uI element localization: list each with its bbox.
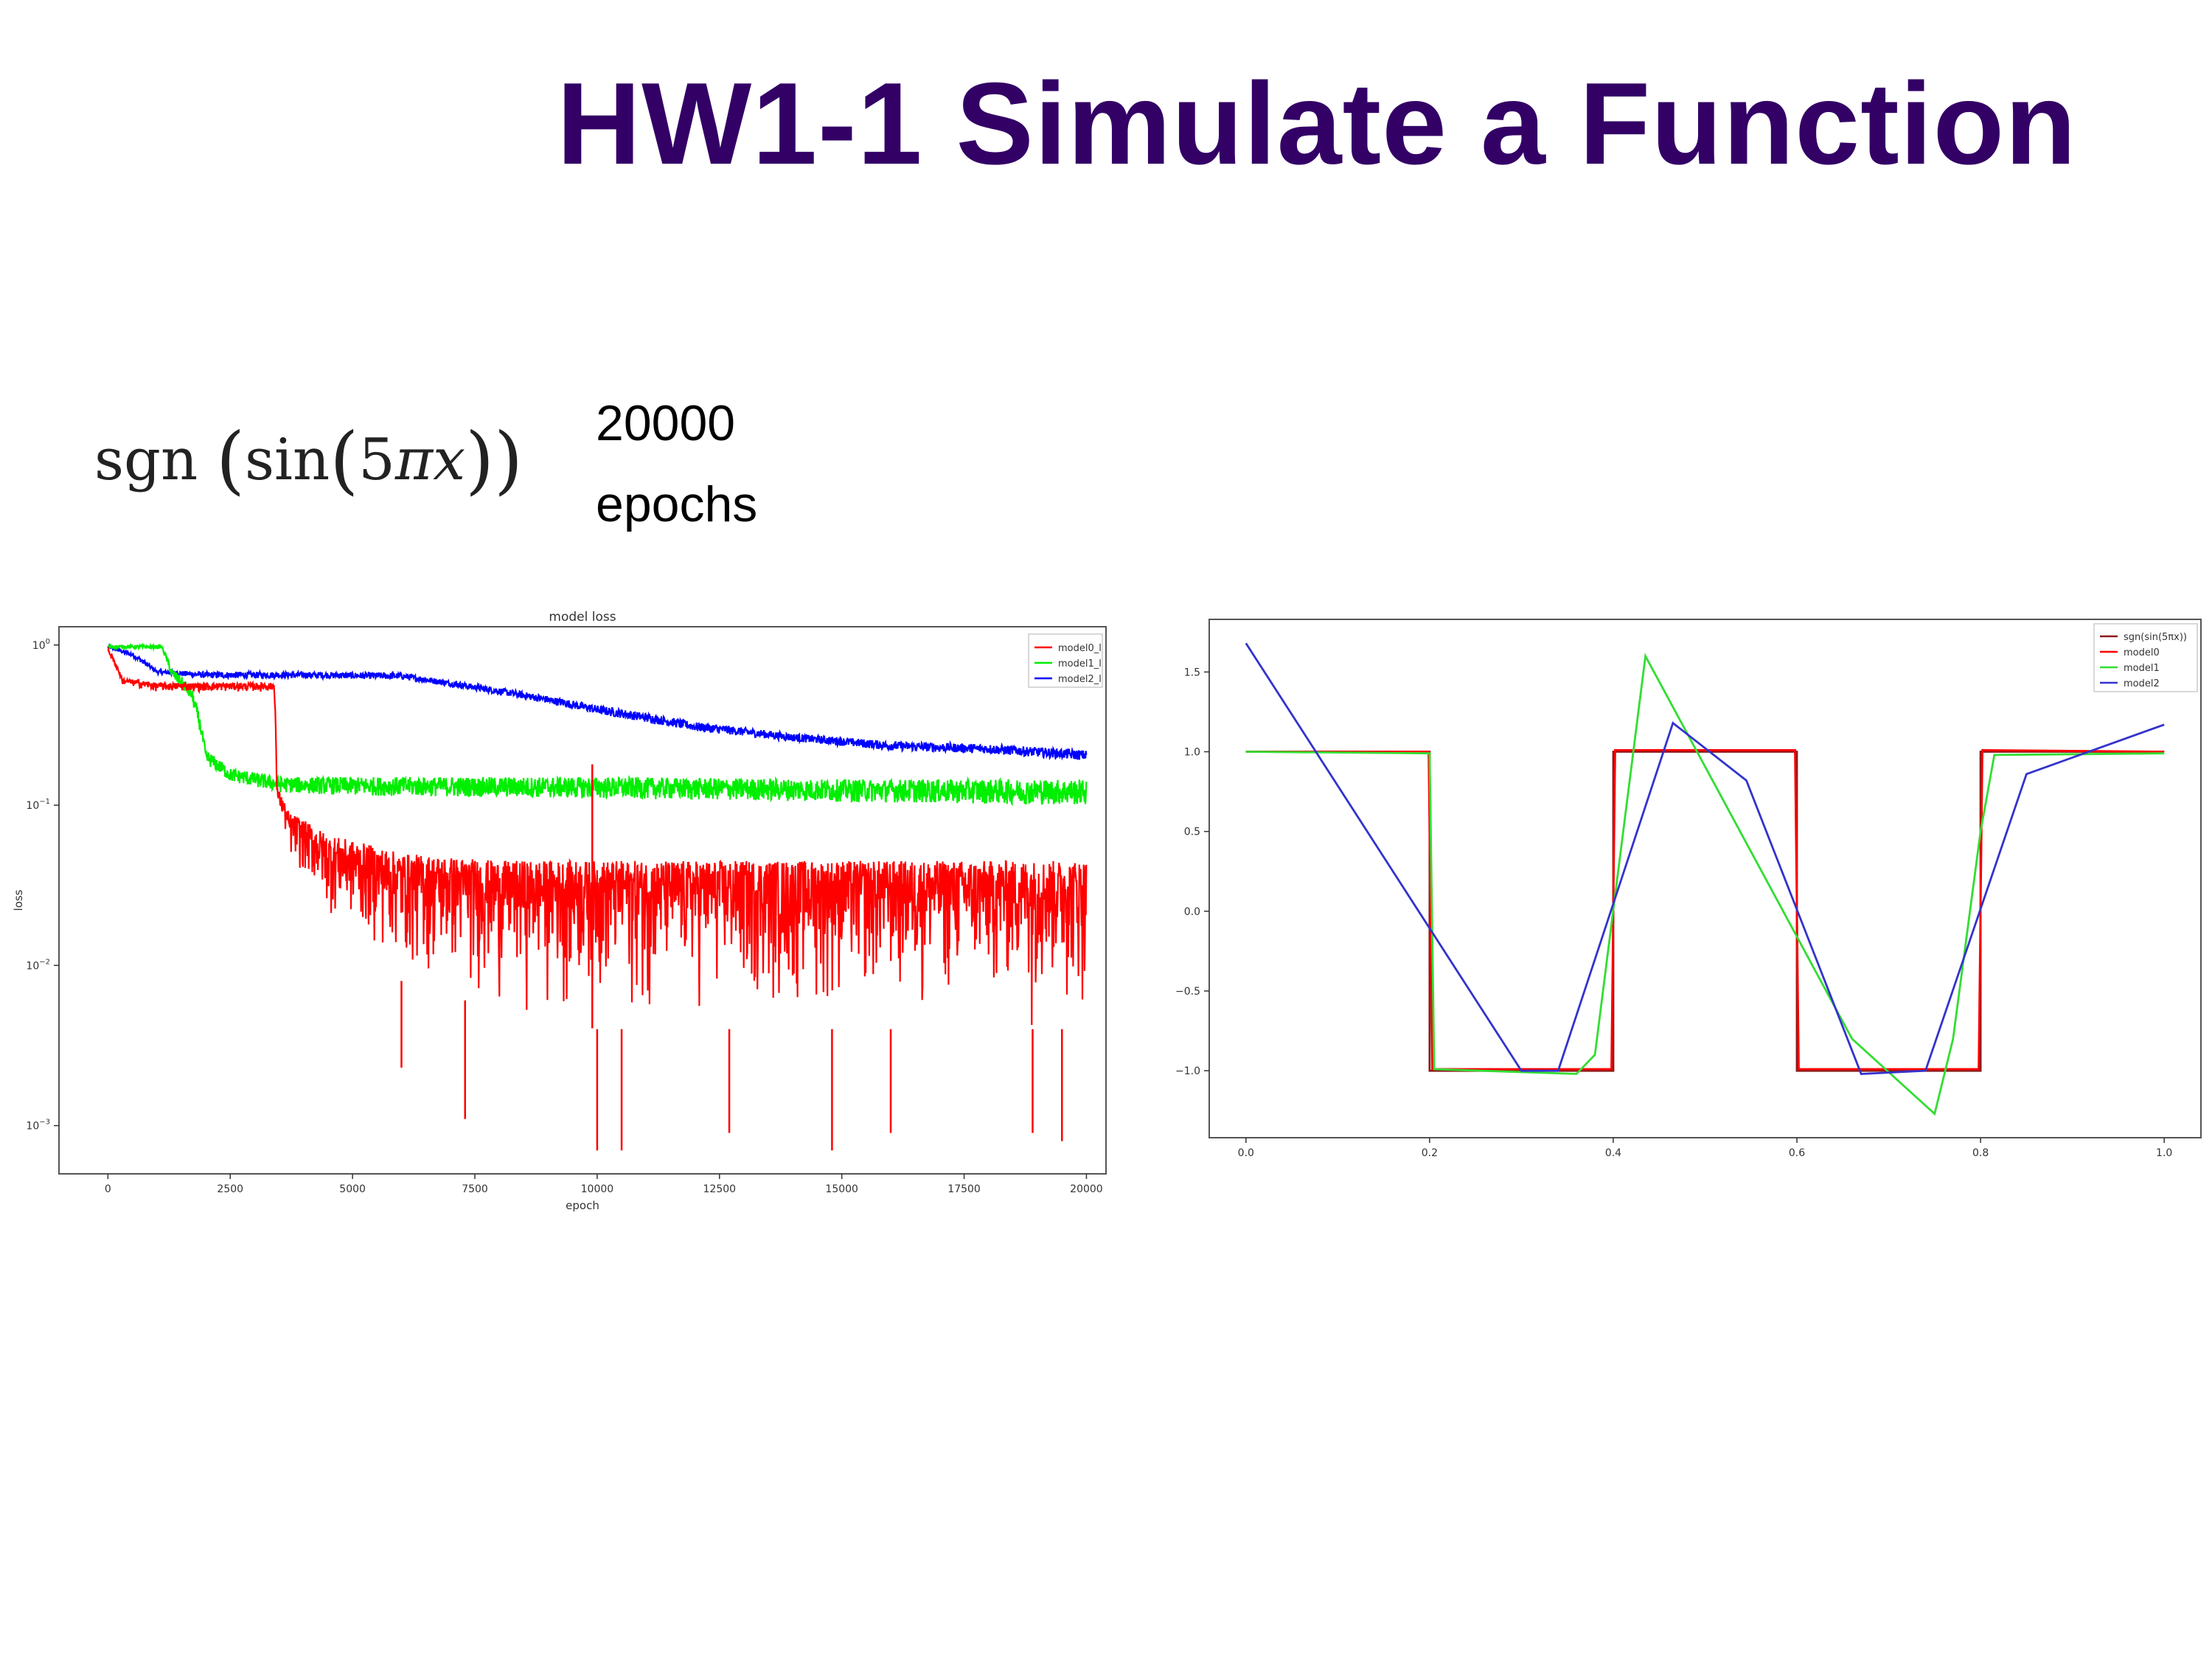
x-tick-label: 10000 — [581, 1183, 614, 1195]
y-tick-label: 10−1 — [26, 798, 50, 812]
x-tick-label: 0.6 — [1789, 1147, 1805, 1159]
fit-series-3 — [1245, 642, 2165, 1075]
x-tick-label: 0.4 — [1605, 1147, 1621, 1159]
loss-series-1 — [107, 642, 1088, 807]
x-tick-label: 12500 — [703, 1183, 737, 1195]
x-tick-label: 20000 — [1070, 1183, 1103, 1195]
loss-chart: model loss 0 2500 5000 7500 10000 12500 15000 17… — [12, 610, 1107, 1212]
x-tick-label: 15000 — [825, 1183, 858, 1195]
loss-series-0 — [107, 643, 1088, 761]
x-tick-label: 0.0 — [1238, 1147, 1254, 1159]
x-tick-label: 0.2 — [1422, 1147, 1438, 1159]
formula-pi: π — [394, 427, 434, 493]
legend-label: sgn(sin(5πx)) — [2124, 632, 2187, 643]
fit-series-2 — [1245, 653, 2165, 1116]
chart-title: model loss — [549, 610, 616, 625]
x-tick-label: 7500 — [462, 1183, 488, 1195]
formula-fn: sgn — [94, 427, 198, 493]
x-tick-label: 2500 — [217, 1183, 243, 1195]
formula: sgn (sin(5πx)) — [94, 417, 524, 503]
loss-series-2 — [107, 646, 1088, 1026]
legend-label: model0 — [2124, 647, 2160, 658]
fit-chart: 0.0 0.2 0.4 0.6 0.8 1.0 1.5 1.0 0.5 0.0 −0.5 −1.0 sg… — [1175, 619, 2202, 1159]
y-tick-label: 0.5 — [1184, 827, 1200, 838]
y-tick-label: 10−3 — [26, 1119, 50, 1133]
x-tick-label: 17500 — [947, 1183, 981, 1195]
legend-label: model1_l — [1058, 658, 1102, 669]
y-tick-label: 0.0 — [1184, 906, 1200, 918]
y-tick-label: 10−2 — [26, 958, 50, 972]
formula-coef: 5 — [358, 427, 395, 493]
y-tick-label: 1.0 — [1184, 747, 1200, 759]
legend-label: model0_l — [1058, 643, 1102, 654]
formula-inner: sin — [245, 427, 330, 493]
y-axis-label: loss — [12, 889, 25, 911]
x-tick-label: 0.8 — [1972, 1147, 1989, 1159]
x-tick-label: 1.0 — [2156, 1147, 2172, 1159]
slide-title: HW1-1 Simulate a Function — [557, 59, 2077, 189]
legend-box — [2093, 623, 2198, 692]
epochs-count: 20000 — [596, 395, 736, 451]
legend-label: model2 — [2124, 678, 2160, 689]
y-tick-label: 1.5 — [1184, 667, 1200, 678]
x-tick-label: 5000 — [339, 1183, 366, 1195]
x-tick-label: 0 — [105, 1183, 111, 1195]
legend-label: model1 — [2124, 663, 2160, 674]
plot-frame — [1208, 619, 2202, 1138]
y-tick-label: 100 — [32, 638, 50, 652]
legend-label: model2_l — [1058, 674, 1102, 685]
y-tick-label: −0.5 — [1175, 986, 1200, 998]
formula-var: x — [433, 427, 466, 493]
x-axis-label: epoch — [566, 1199, 599, 1212]
epochs-label: epochs — [596, 476, 758, 532]
y-tick-label: −1.0 — [1175, 1065, 1200, 1077]
